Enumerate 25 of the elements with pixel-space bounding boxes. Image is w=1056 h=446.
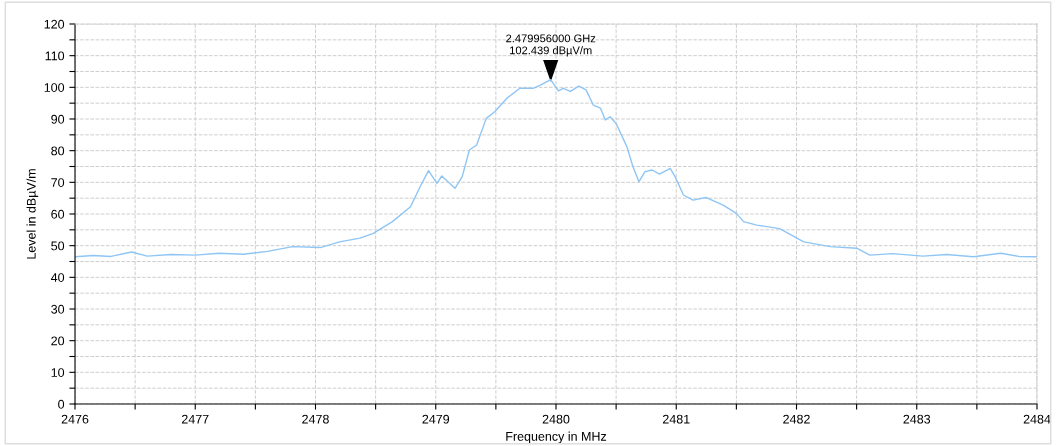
x-tick-label: 2482 xyxy=(783,414,810,424)
y-tick-label: 0 xyxy=(58,399,65,409)
x-tick-label: 2477 xyxy=(181,414,209,424)
y-tick-label: 40 xyxy=(50,273,65,282)
y-tick-label: 100 xyxy=(44,83,65,92)
x-tick-label: 2483 xyxy=(903,414,931,424)
x-tick-label: 2480 xyxy=(542,414,570,424)
y-tick-label: 10 xyxy=(51,368,65,377)
y-tick-label: 120 xyxy=(44,19,65,29)
y-tick-label: 110 xyxy=(45,51,65,61)
y-tick-label: 30 xyxy=(51,304,65,314)
x-tick-label: 2479 xyxy=(422,414,450,424)
y-tick-label: 60 xyxy=(51,209,65,219)
annotation: 2.479956000 GHz 102.439 dBµV/m xyxy=(506,34,596,57)
x-tick-label: 2481 xyxy=(662,414,690,424)
x-tick-label: 2478 xyxy=(302,414,329,424)
y-tick-label: 50 xyxy=(51,241,65,251)
x-tick-label: 2484 xyxy=(1023,414,1051,424)
y-axis-title: Level in dBµV/m xyxy=(26,169,39,259)
y-tick-label: 70 xyxy=(51,178,65,187)
y-tick-label: 20 xyxy=(51,336,65,346)
x-tick-label: 2476 xyxy=(61,414,89,424)
x-axis-title: Frequency in MHz xyxy=(506,431,607,444)
y-tick-label: 90 xyxy=(51,114,65,124)
y-tick-label: 80 xyxy=(51,146,65,156)
